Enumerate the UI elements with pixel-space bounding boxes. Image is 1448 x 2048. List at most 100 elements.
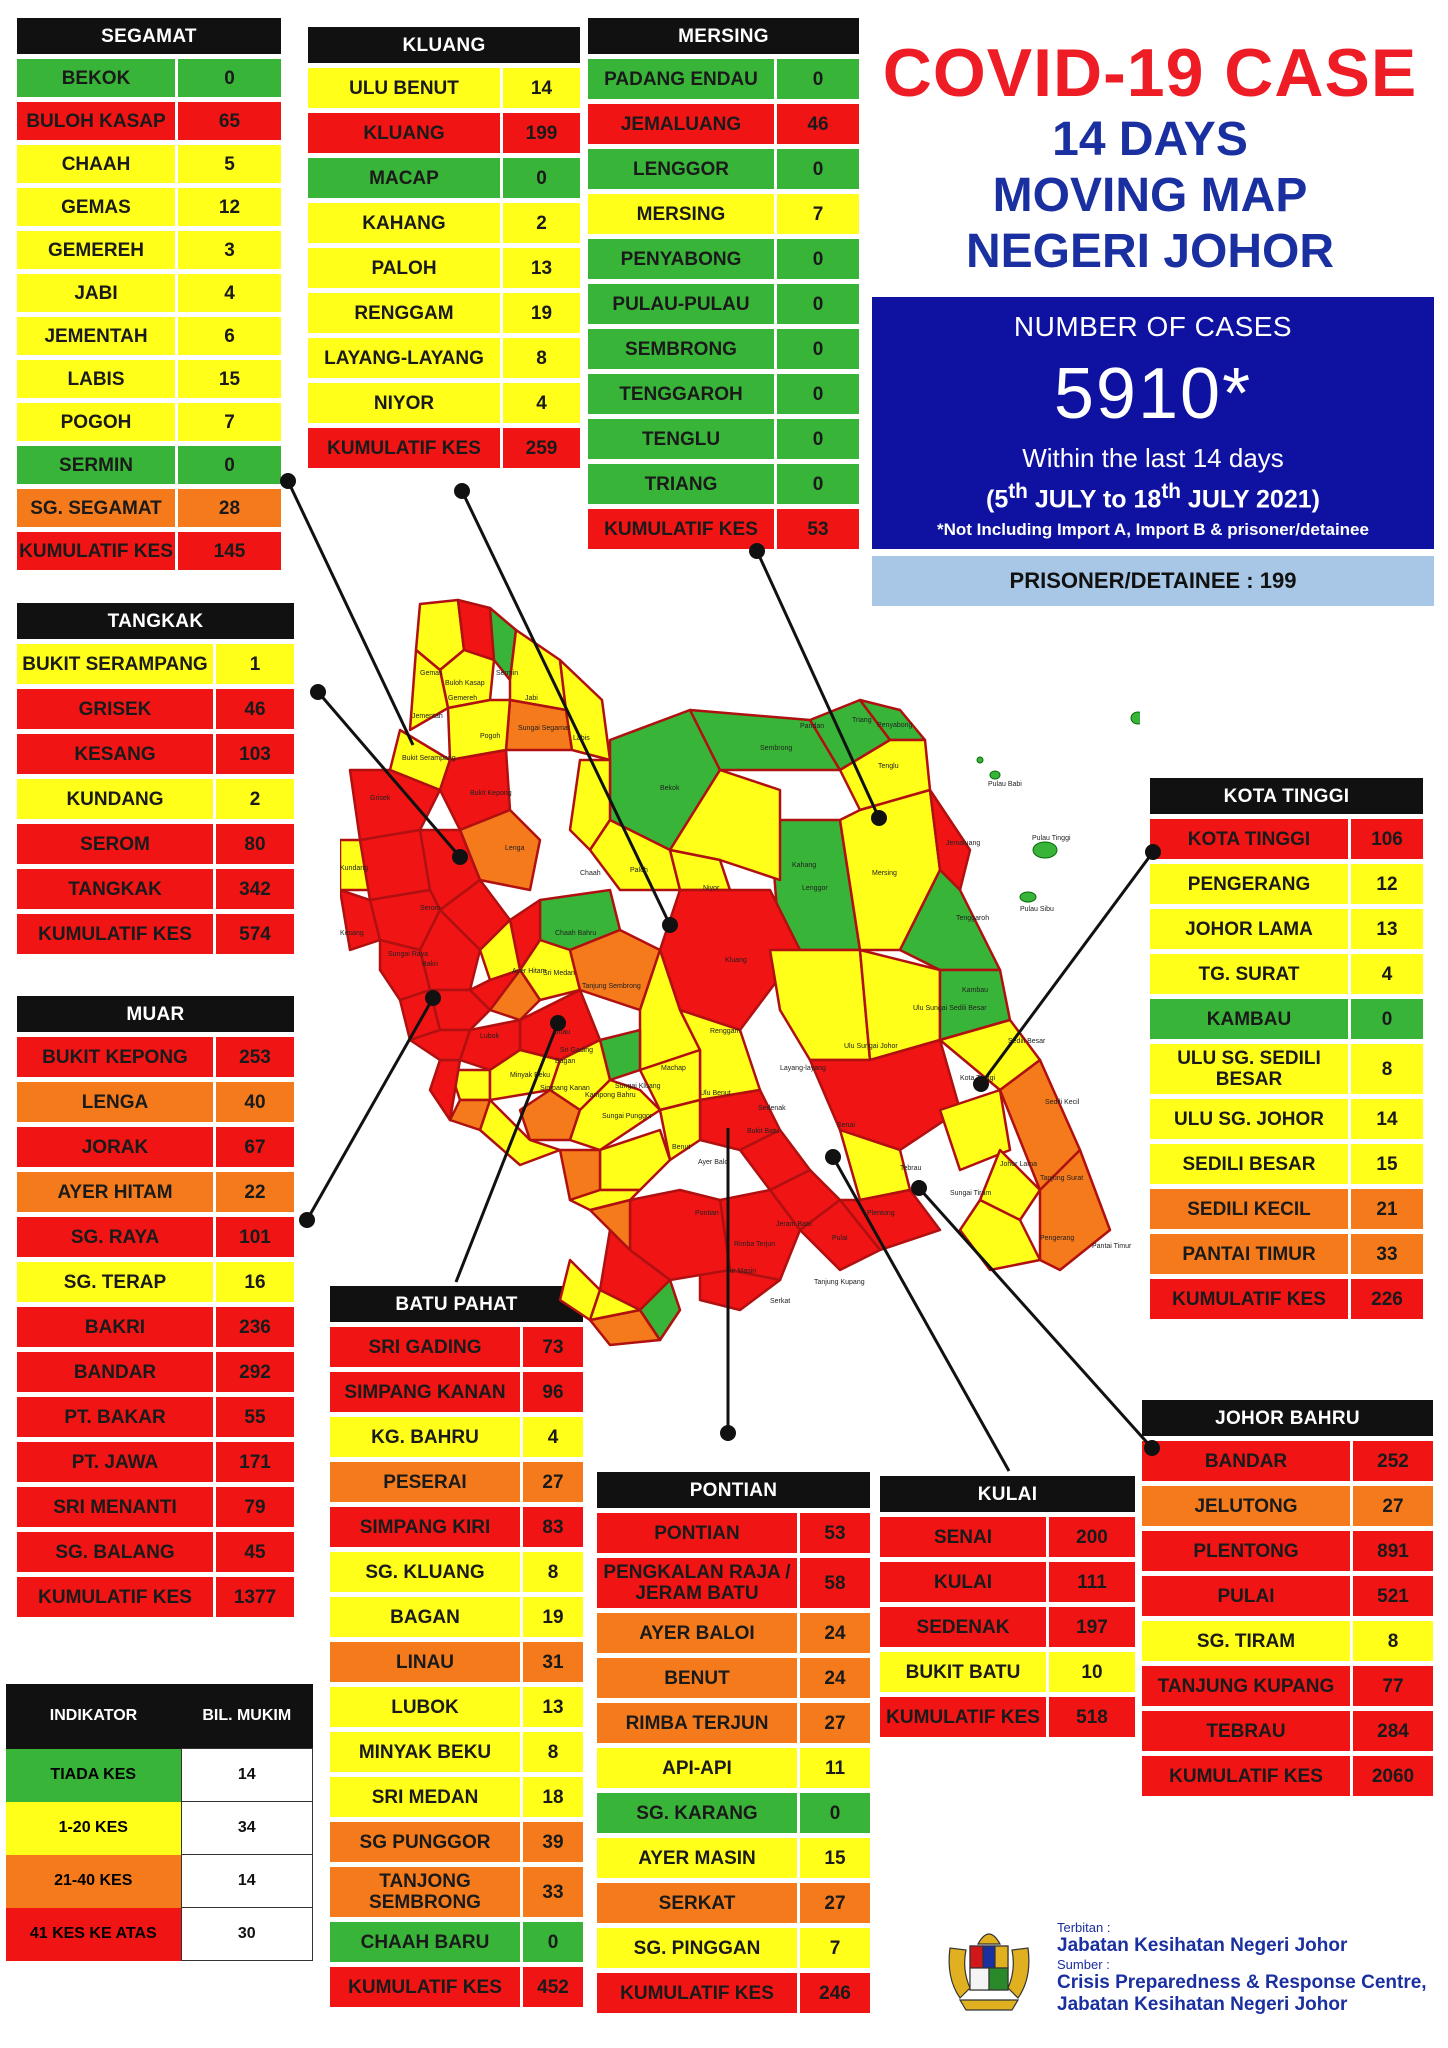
district-header-row: KOTA TINGGI <box>1150 778 1423 814</box>
title-main: COVID-19 CASE <box>882 35 1418 111</box>
legend-row: 1-20 KES 34 <box>6 1801 313 1855</box>
map-label: Simpang Kanan <box>540 1085 590 1092</box>
map-label: Ulu Sungai Johor <box>844 1043 898 1050</box>
date-range: (5th JULY to 18th JULY 2021) <box>872 480 1434 514</box>
map-label: Pantai Timur <box>1092 1243 1132 1250</box>
mukim-row: TG. SURAT 4 <box>1150 954 1423 994</box>
mukim-name: BULOH KASAP <box>17 102 175 140</box>
district-title: MUAR <box>17 996 294 1032</box>
mukim-name: TG. SURAT <box>1150 954 1348 994</box>
mukim-case-count: 83 <box>520 1507 583 1547</box>
mukim-case-count: 79 <box>213 1487 294 1527</box>
mukim-row: JOHOR LAMA 13 <box>1150 909 1423 949</box>
mukim-row: SG. TIRAM 8 <box>1142 1621 1433 1661</box>
mukim-row: PULAI 521 <box>1142 1576 1433 1616</box>
mukim-case-count: 16 <box>213 1262 294 1302</box>
map-label: Renggam <box>710 1028 741 1035</box>
mukim-row: AYER HITAM 22 <box>17 1172 294 1212</box>
mukim-name: ULU BENUT <box>308 68 500 108</box>
leader-dot <box>720 1425 736 1441</box>
mukim-name: TANJUNG KUPANG <box>1142 1666 1350 1706</box>
mukim-name: SG. KLUANG <box>330 1552 520 1592</box>
mukim-name: GRISEK <box>17 689 213 729</box>
mukim-case-count: 27 <box>1350 1486 1433 1526</box>
mukim-case-count: 14 <box>500 68 580 108</box>
map-label: Jeram Batu <box>776 1221 812 1228</box>
mukim-name: SERMIN <box>17 446 175 484</box>
mukim-case-count: 0 <box>774 149 859 189</box>
mukim-name: BUKIT KEPONG <box>17 1037 213 1077</box>
mukim-case-count: 101 <box>213 1217 294 1257</box>
mukim-row: MINYAK BEKU 8 <box>330 1732 583 1772</box>
mukim-case-count: 1 <box>213 644 294 684</box>
mukim-row: JEMENTAH 6 <box>17 317 281 355</box>
mukim-name: KUMULATIF KES <box>880 1697 1046 1737</box>
mukim-row: PLENTONG 891 <box>1142 1531 1433 1571</box>
legend-header-indicator: INDIKATOR <box>6 1684 181 1749</box>
mukim-name: TANGKAK <box>17 869 213 909</box>
mukim-row: PONTIAN 53 <box>597 1513 870 1553</box>
mukim-row: PANTAI TIMUR 33 <box>1150 1234 1423 1274</box>
mukim-name: ULU SG. JOHOR <box>1150 1099 1348 1139</box>
mukim-row: SG. KARANG 0 <box>597 1793 870 1833</box>
district-title: JOHOR BAHRU <box>1142 1400 1433 1436</box>
district-header-row: MERSING <box>588 18 859 54</box>
map-region-pengerang <box>958 1198 1042 1272</box>
mukim-name: KUMULATIF KES <box>1142 1756 1350 1796</box>
map-label: Grisek <box>370 795 391 802</box>
mukim-row: MACAP 0 <box>308 158 580 198</box>
map-label: Chaah Bahru <box>555 930 596 937</box>
mukim-case-count: 8 <box>500 338 580 378</box>
map-label: Kesang <box>340 930 364 937</box>
table-batu-pahat: BATU PAHAT SRI GADING 73 SIMPANG KANAN 96 KG.… <box>330 1281 583 2012</box>
mukim-case-count: 4 <box>500 383 580 423</box>
mukim-row: SEDILI BESAR 15 <box>1150 1144 1423 1184</box>
source-line-2: Jabatan Kesihatan Negeri Johor <box>1057 1994 1348 2015</box>
mukim-row: PENYABONG 0 <box>588 239 859 279</box>
district-total-row: KUMULATIF KES 53 <box>588 509 859 549</box>
map-label: Tenglu <box>878 763 899 770</box>
mukim-case-count: 145 <box>175 532 281 570</box>
mukim-row: ULU SG. SEDILI BESAR 8 <box>1150 1044 1423 1094</box>
mukim-row: JORAK 67 <box>17 1127 294 1167</box>
map-label: Jemaluang <box>946 840 980 847</box>
map-label: Sri Gading <box>560 1047 593 1054</box>
mukim-name: LAYANG-LAYANG <box>308 338 500 378</box>
mukim-case-count: 13 <box>520 1687 583 1727</box>
map-island-small <box>976 756 984 764</box>
map-label: Air Masin <box>727 1268 756 1275</box>
map-label: Kota Tinggi <box>960 1075 995 1082</box>
mukim-name: SRI MENANTI <box>17 1487 213 1527</box>
district-title: MERSING <box>588 18 859 54</box>
mukim-name: RENGGAM <box>308 293 500 333</box>
mukim-case-count: 7 <box>175 403 281 441</box>
map-region-tangkak <box>358 828 432 902</box>
mukim-row: TENGGAROH 0 <box>588 374 859 414</box>
mukim-case-count: 0 <box>774 59 859 99</box>
mukim-name: SRI MEDAN <box>330 1777 520 1817</box>
mukim-row: SG. BALANG 45 <box>17 1532 294 1572</box>
district-title: BATU PAHAT <box>330 1286 583 1322</box>
mukim-row: KESANG 103 <box>17 734 294 774</box>
mukim-case-count: 65 <box>175 102 281 140</box>
district-total-row: KUMULATIF KES 145 <box>17 532 281 570</box>
mukim-row: SIMPANG KIRI 83 <box>330 1507 583 1547</box>
map-label: Pulai <box>832 1235 848 1242</box>
mukim-row: BUKIT SERAMPANG 1 <box>17 644 294 684</box>
mukim-row: RIMBA TERJUN 27 <box>597 1703 870 1743</box>
mukim-case-count: 0 <box>774 374 859 414</box>
mukim-row: LABIS 15 <box>17 360 281 398</box>
map-label: Kampong Bahru <box>585 1092 636 1099</box>
mukim-name: KUMULATIF KES <box>17 1577 213 1617</box>
mukim-name: LABIS <box>17 360 175 398</box>
district-header-row: KLUANG <box>308 27 580 63</box>
mukim-name: LENGA <box>17 1082 213 1122</box>
legend-count: 30 <box>180 1907 313 1961</box>
map-label: Kahang <box>792 862 816 869</box>
mukim-row: SRI MEDAN 18 <box>330 1777 583 1817</box>
mukim-row: BENUT 24 <box>597 1658 870 1698</box>
mukim-row: SG. PINGGAN 7 <box>597 1928 870 1968</box>
mukim-name: KUMULATIF KES <box>17 914 213 954</box>
district-total-row: KUMULATIF KES 518 <box>880 1697 1135 1737</box>
legend-count: 14 <box>180 1854 313 1908</box>
